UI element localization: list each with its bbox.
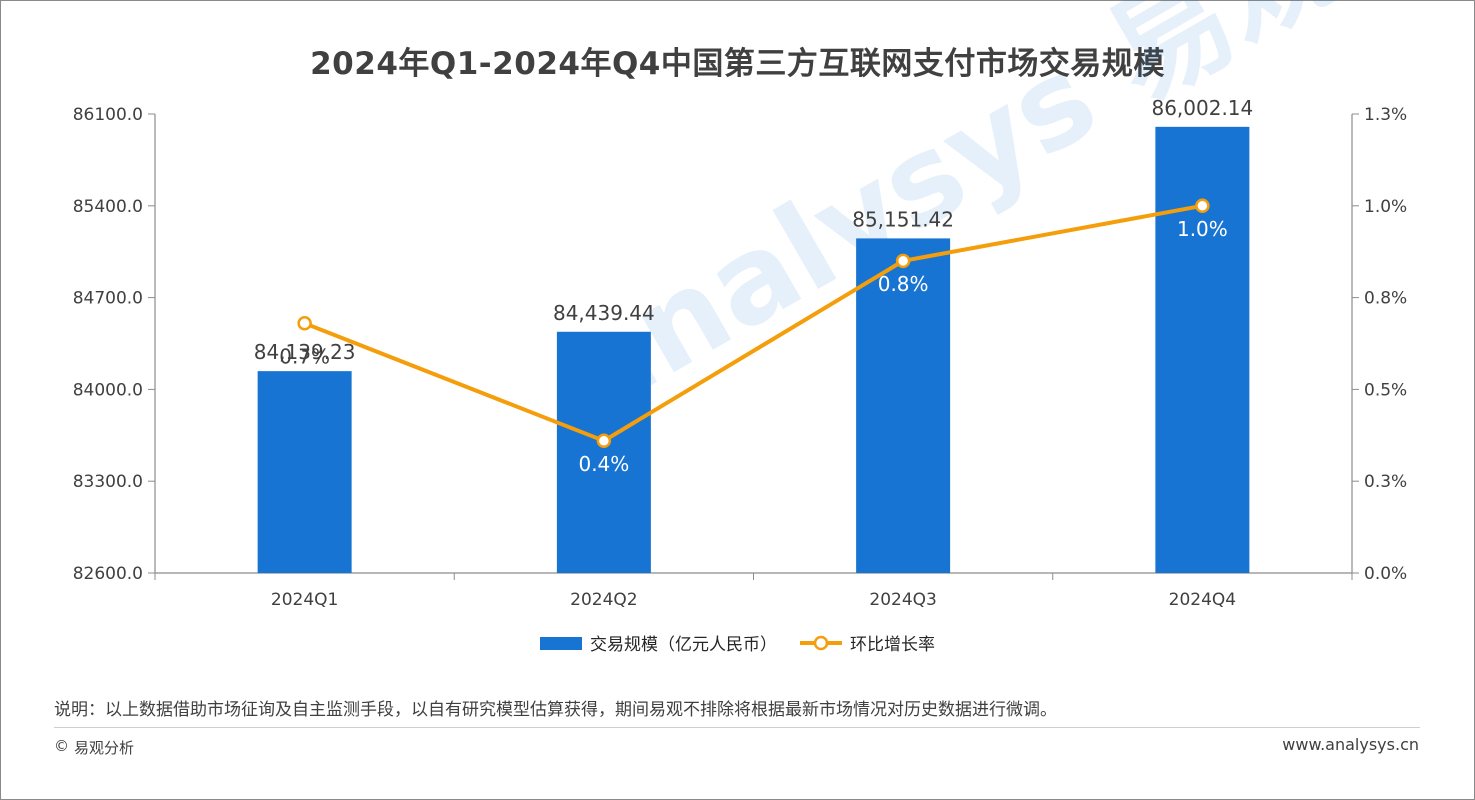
y-left-tick-label: 84000.0: [73, 380, 143, 400]
y-right-tick-label: 0.5%: [1364, 380, 1407, 400]
x-tick-label: 2024Q4: [1169, 590, 1236, 610]
y-left-tick-label: 83300.0: [73, 472, 143, 492]
y-left-tick-label: 85400.0: [73, 197, 143, 217]
legend-line-label: 环比增长率: [850, 635, 935, 655]
y-right-tick-label: 1.3%: [1364, 105, 1407, 125]
x-tick-label: 2024Q1: [271, 590, 338, 610]
legend-bar-label: 交易规模（亿元人民币）: [590, 635, 777, 655]
bar-value-label: 85,151.42: [852, 207, 954, 231]
growth-rate-label: 1.0%: [1177, 217, 1228, 241]
growth-rate-point: [1195, 198, 1210, 214]
growth-rate-point: [596, 433, 612, 449]
growth-rate-label: 0.4%: [578, 452, 629, 476]
copyright-text: 易观分析: [74, 739, 135, 757]
y-left-tick-label: 86100.0: [73, 105, 143, 125]
legend-bar-swatch: [540, 637, 582, 650]
watermark-logo: analysys 易观分析: [540, 0, 1475, 443]
bar-value-label: 84,139.23: [254, 340, 356, 364]
bar-value-label: 86,002.14: [1151, 96, 1253, 120]
y-right-tick-label: 0.3%: [1364, 472, 1407, 492]
growth-rate-label: 0.8%: [878, 272, 929, 296]
chart-title: 2024年Q1-2024年Q4中国第三方互联网支付市场交易规模: [310, 46, 1165, 82]
y-right-tick-label: 0.0%: [1364, 564, 1407, 584]
bar-2024Q3: [856, 238, 951, 574]
bar-value-label: 84,439.44: [553, 301, 655, 325]
x-tick-label: 2024Q3: [869, 590, 936, 610]
footnote: 说明：以上数据借助市场征询及自主监测手段，以自有研究模型估算获得，期间易观不排除…: [54, 700, 1057, 720]
footer-divider: [54, 727, 1420, 728]
y-left-tick-label: 82600.0: [73, 564, 143, 584]
y-right-tick-label: 1.0%: [1364, 197, 1407, 217]
growth-rate-line: [303, 203, 1203, 443]
legend-line-marker: [813, 635, 829, 651]
growth-rate-point: [895, 253, 911, 269]
x-tick-label: 2024Q2: [570, 590, 637, 610]
y-left-tick-label: 84700.0: [73, 289, 143, 309]
bar-2024Q1: [257, 371, 352, 573]
watermark-text: analysys 易观分析: [540, 0, 1475, 443]
y-right-tick-label: 0.8%: [1364, 289, 1407, 309]
bar-2024Q4: [1155, 126, 1250, 573]
website-link[interactable]: www.analysys.cn: [1282, 735, 1419, 754]
growth-rate-label: 0.7%: [279, 344, 330, 368]
growth-rate-point: [297, 316, 312, 331]
bar-2024Q2: [556, 331, 651, 573]
copyright-icon: ©: [54, 737, 69, 755]
